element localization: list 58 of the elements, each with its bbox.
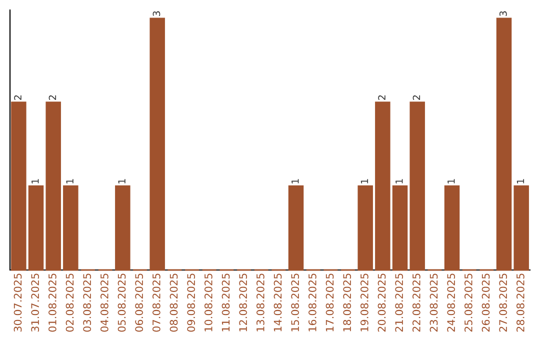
x-tick-label: 02.08.2025 — [66, 274, 74, 332]
x-tick-label: 13.08.2025 — [256, 274, 264, 332]
x-tick-label: 17.08.2025 — [326, 274, 334, 332]
bar — [46, 102, 61, 271]
x-tick-label: 23.08.2025 — [430, 274, 438, 332]
x-tick-label: 10.08.2025 — [204, 274, 212, 332]
data-label: 1 — [292, 179, 299, 184]
data-label: 1 — [118, 179, 126, 184]
data-label: 2 — [48, 95, 56, 100]
x-tick-label: 18.08.2025 — [343, 274, 352, 332]
data-label: 3 — [152, 11, 160, 16]
x-tick-label: 16.08.2025 — [308, 274, 316, 332]
x-tick-label: 08.08.2025 — [170, 274, 178, 332]
x-tick-label: 05.08.2025 — [118, 274, 126, 332]
bar — [63, 185, 78, 271]
data-label: 1 — [448, 179, 455, 184]
data-label: 1 — [32, 179, 39, 184]
x-tick-label: 12.08.2025 — [239, 274, 248, 332]
x-tick-label: 25.08.2025 — [464, 274, 472, 332]
data-label: 1 — [360, 179, 368, 184]
x-tick-label: 03.08.2025 — [83, 274, 92, 332]
x-tick-label: 26.08.2025 — [482, 274, 490, 332]
bar — [375, 102, 390, 271]
bar — [514, 185, 529, 271]
x-tick-label: 20.08.2025 — [378, 274, 386, 332]
x-tick-label: 07.08.2025 — [152, 274, 160, 332]
x-tick-label: 24.08.2025 — [447, 274, 456, 332]
x-tick-label: 30.07.2025 — [14, 274, 22, 332]
data-label: 2 — [14, 95, 22, 100]
x-tick-label: 14.08.2025 — [274, 274, 282, 332]
x-tick-label: 06.08.2025 — [135, 274, 144, 332]
bar — [444, 185, 460, 271]
data-label: 1 — [66, 179, 74, 184]
bar — [358, 185, 373, 271]
x-tick-label: 09.08.2025 — [187, 274, 196, 332]
data-label: 1 — [516, 179, 524, 184]
data-label: 2 — [378, 95, 386, 100]
x-tick-label: 21.08.2025 — [395, 274, 404, 332]
x-tick-label: 22.08.2025 — [412, 274, 420, 332]
bar — [288, 185, 304, 271]
bar — [115, 185, 130, 271]
data-label: 2 — [412, 95, 420, 100]
data-label: 1 — [396, 179, 403, 184]
x-tick-label: 15.08.2025 — [291, 274, 300, 332]
x-tick-label: 01.08.2025 — [48, 274, 56, 332]
x-tick-label: 31.07.2025 — [31, 274, 40, 332]
bar — [150, 18, 165, 271]
x-tick-label: 27.08.2025 — [499, 274, 508, 332]
bar — [11, 102, 26, 271]
x-tick-label: 11.08.2025 — [222, 274, 230, 332]
bar — [28, 185, 44, 271]
x-tick-label: 19.08.2025 — [360, 274, 368, 332]
bar — [410, 102, 425, 271]
data-label: 3 — [499, 11, 507, 16]
bar — [496, 18, 512, 271]
x-tick-label: 28.08.2025 — [516, 274, 524, 332]
bar — [392, 185, 408, 271]
x-tick-label: 04.08.2025 — [100, 274, 108, 332]
